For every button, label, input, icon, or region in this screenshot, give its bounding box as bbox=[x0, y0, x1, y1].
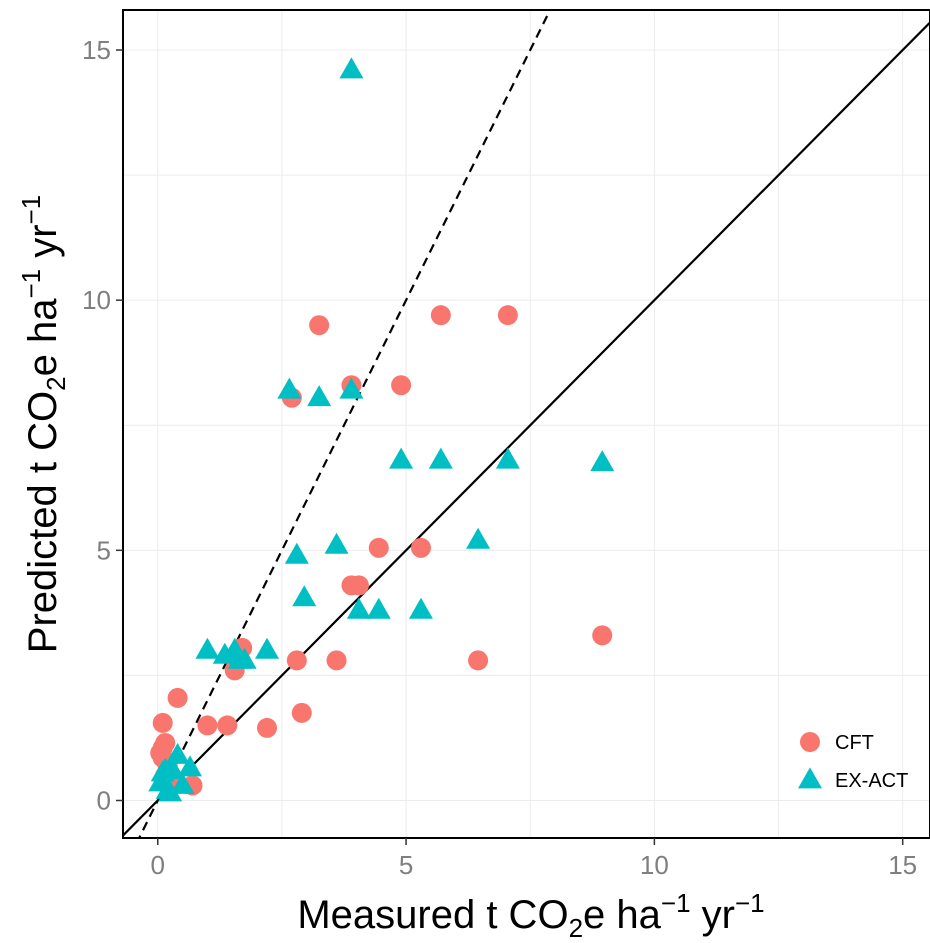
ex-act-point bbox=[389, 447, 414, 469]
cft-point bbox=[468, 650, 489, 671]
reference-lines bbox=[123, 10, 930, 838]
x-tick-label: 5 bbox=[399, 850, 413, 880]
legend-ex-act-label: EX-ACT bbox=[835, 770, 908, 792]
x-axis-title: Measured t CO2e ha−1 yr−1 bbox=[297, 888, 764, 943]
panel-border bbox=[122, 9, 930, 839]
cft-point bbox=[326, 650, 347, 671]
x-tick-label: 10 bbox=[640, 850, 669, 880]
ex-act-point bbox=[495, 447, 520, 469]
x-tick-label: 15 bbox=[888, 850, 917, 880]
cft-point bbox=[309, 315, 330, 336]
reference-line-identity bbox=[123, 21, 930, 837]
ex-act-point bbox=[590, 450, 615, 472]
cft-point bbox=[368, 537, 389, 558]
ex-act-point bbox=[466, 527, 491, 549]
y-tick-label: 5 bbox=[97, 535, 111, 565]
ex-act-point bbox=[428, 447, 453, 469]
y-tick-label: 15 bbox=[82, 35, 111, 65]
ex-act-point bbox=[346, 597, 371, 619]
ex-act-point bbox=[339, 57, 364, 79]
reference-line-dashed bbox=[137, 10, 552, 838]
ex-act-point bbox=[232, 647, 257, 669]
ex-act-point bbox=[339, 377, 364, 399]
legend-ex-act-key bbox=[798, 767, 822, 789]
ex-act-point bbox=[324, 532, 349, 554]
cft-point bbox=[167, 687, 188, 708]
ex-act-point bbox=[277, 377, 302, 399]
ex-act-point bbox=[170, 772, 195, 794]
cft-point bbox=[217, 715, 238, 736]
ex-act-point bbox=[255, 637, 280, 659]
cft-point bbox=[497, 305, 518, 326]
legend-cft-label: CFT bbox=[835, 732, 874, 754]
cft-point bbox=[410, 537, 431, 558]
ex-act-point bbox=[158, 780, 183, 802]
cft-point bbox=[348, 575, 369, 596]
legend: CFT EX-ACT bbox=[798, 732, 908, 792]
ex-act-point bbox=[160, 757, 185, 779]
ex-act-point bbox=[178, 755, 203, 777]
axis-ticks: 0 5 10 15 0 5 10 15 bbox=[82, 35, 917, 880]
y-axis-title: Predicted t CO2e ha−1 yr−1 bbox=[16, 195, 71, 653]
cft-point bbox=[430, 305, 451, 326]
ex-act-point bbox=[284, 542, 309, 564]
ex-act-point bbox=[366, 597, 391, 619]
ex-act-point bbox=[307, 385, 332, 407]
y-tick-label: 0 bbox=[97, 785, 111, 815]
cft-point bbox=[197, 715, 218, 736]
cft-point bbox=[257, 717, 278, 738]
ex-act-point bbox=[195, 637, 220, 659]
ex-act-point bbox=[408, 597, 433, 619]
cft-point bbox=[291, 702, 312, 723]
ex-act-point bbox=[165, 742, 190, 764]
data-points bbox=[148, 57, 615, 802]
legend-cft-key bbox=[800, 732, 820, 752]
grid bbox=[123, 10, 930, 838]
cft-point bbox=[152, 712, 173, 733]
cft-point bbox=[391, 375, 412, 396]
x-tick-label: 0 bbox=[151, 850, 165, 880]
ex-act-point bbox=[292, 585, 317, 607]
cft-point bbox=[286, 650, 307, 671]
y-tick-label: 10 bbox=[82, 285, 111, 315]
cft-point bbox=[592, 625, 613, 646]
